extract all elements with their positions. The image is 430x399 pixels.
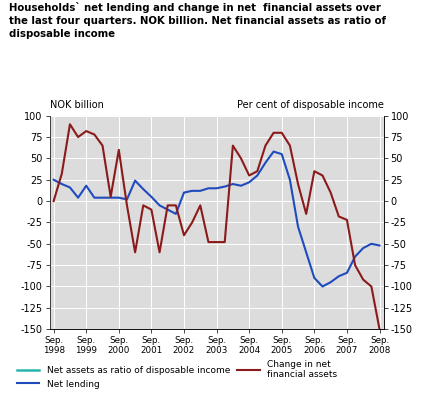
Legend: Net assets as ratio of disposable income, Net lending, Change in net
financial a: Net assets as ratio of disposable income…: [13, 356, 340, 393]
Text: Households` net lending and change in net  financial assets over
the last four q: Households` net lending and change in ne…: [9, 2, 385, 39]
Text: NOK billion: NOK billion: [49, 101, 103, 111]
Text: Per cent of disposable income: Per cent of disposable income: [236, 101, 383, 111]
